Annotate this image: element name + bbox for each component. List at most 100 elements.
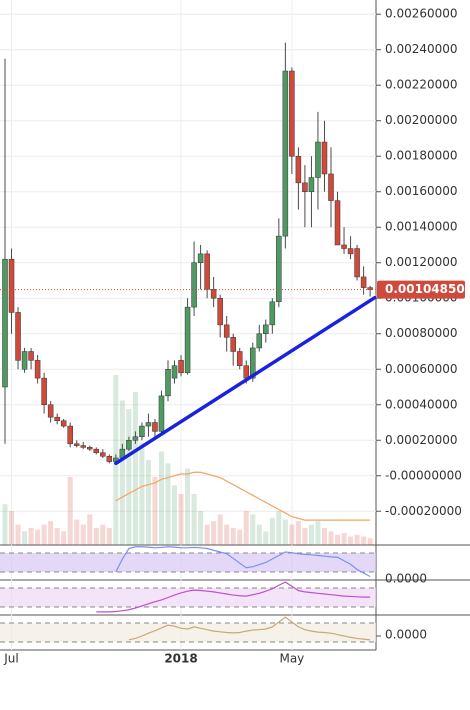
volume-bar — [106, 528, 112, 545]
volume-bar — [348, 536, 354, 545]
indicator-line — [128, 616, 371, 641]
x-tick-label: 2018 — [164, 652, 197, 666]
axis: 0.00260000 0.00240000 0.00220000 0.00200000… — [3, 7, 465, 666]
volume-bar — [152, 477, 158, 545]
candle-body — [132, 436, 139, 441]
candle-body — [210, 289, 217, 299]
volume-bar — [321, 528, 327, 545]
indicator-band — [0, 553, 376, 572]
volume-bar — [178, 494, 184, 545]
volume-bar — [224, 524, 230, 545]
candle-body — [197, 253, 204, 263]
candle-body — [321, 141, 328, 175]
volume-bar — [15, 524, 21, 545]
candle-body — [15, 312, 21, 361]
candle-body — [80, 445, 86, 448]
volume-bar — [67, 477, 73, 545]
candle-body — [354, 248, 360, 278]
candle-body — [139, 425, 145, 437]
volume-bar — [185, 468, 191, 545]
y-tick-label: -0.00020000 — [385, 504, 462, 518]
volume-bar — [282, 519, 288, 545]
last-price-label: 0.00104850 — [385, 282, 465, 296]
volume-bar — [100, 524, 106, 545]
y-tick-label: 0.00200000 — [385, 113, 458, 127]
candle-body — [87, 447, 93, 450]
candle-body — [54, 416, 60, 421]
candle-body — [334, 200, 341, 246]
y-tick-label: 0.00180000 — [385, 149, 458, 163]
candle-body — [276, 235, 282, 303]
candle-body — [230, 337, 236, 352]
volume-bar — [145, 460, 151, 545]
candle-body — [263, 324, 269, 334]
candle-body — [217, 297, 223, 326]
candle-body — [126, 440, 132, 450]
volume-bar — [250, 514, 256, 545]
candle-body — [302, 182, 308, 192]
candle-body — [204, 253, 210, 290]
volume-bar — [361, 536, 367, 545]
candle-body — [152, 422, 158, 432]
candle-body — [289, 70, 295, 157]
candle-body — [308, 177, 315, 192]
candle-body — [8, 258, 15, 313]
volume-bar — [315, 521, 321, 545]
x-tick-label: May — [279, 652, 304, 666]
candle-body — [145, 422, 152, 427]
candle-body — [93, 448, 100, 453]
candle-body — [295, 155, 302, 184]
indicator-band — [0, 588, 376, 607]
y-tick-label: 0.00260000 — [385, 7, 458, 21]
volume-bar — [217, 514, 223, 545]
volume-bar — [204, 524, 210, 545]
y-tick-label: 0.00020000 — [385, 433, 458, 447]
volume-bar — [132, 392, 138, 545]
y-tick-label: 0.0000 — [385, 628, 427, 642]
volume-bar — [80, 524, 86, 545]
volume-bar — [302, 528, 308, 545]
volume-bar — [289, 524, 295, 545]
volume-bar — [172, 485, 178, 545]
candles — [0, 42, 377, 521]
volume-bar — [211, 521, 217, 545]
candle-body — [34, 360, 41, 379]
indicator-line — [96, 581, 371, 613]
volume-bar — [126, 409, 132, 545]
candle-body — [223, 324, 230, 338]
candle-body — [243, 365, 249, 379]
volume-bar — [87, 514, 93, 545]
volume-bar — [243, 511, 249, 545]
y-tick-label: 0.00040000 — [385, 397, 458, 411]
y-tick-label: 0.00240000 — [385, 42, 458, 56]
volume-bar — [263, 531, 269, 545]
candle-body — [41, 377, 47, 406]
moving-average — [115, 471, 371, 521]
volume-bar — [354, 534, 360, 545]
y-tick-label: 0.00080000 — [385, 326, 458, 340]
volume-bar — [276, 511, 282, 545]
candle-body — [60, 420, 67, 427]
candle-body — [367, 287, 373, 290]
candle-body — [360, 276, 367, 288]
volume-bar — [230, 528, 236, 545]
candle-body — [178, 360, 184, 374]
indicator-band — [0, 623, 376, 642]
volume-bar — [119, 400, 125, 545]
candle-body — [165, 369, 171, 397]
candle-body — [256, 333, 263, 349]
volume-bar — [367, 538, 373, 545]
y-tick-label: -0.00000000 — [385, 468, 462, 482]
volume-bar — [165, 463, 171, 545]
y-tick-label: 0.00120000 — [385, 255, 458, 269]
candle-body — [269, 301, 276, 326]
candle-body — [21, 351, 28, 370]
indicator-line — [115, 546, 371, 578]
volume-bar — [139, 443, 145, 545]
candle-body — [315, 141, 321, 178]
volume-bar — [308, 524, 314, 545]
volume-bar — [158, 451, 164, 545]
volume-bar — [237, 529, 243, 545]
volume-bar — [28, 528, 34, 545]
